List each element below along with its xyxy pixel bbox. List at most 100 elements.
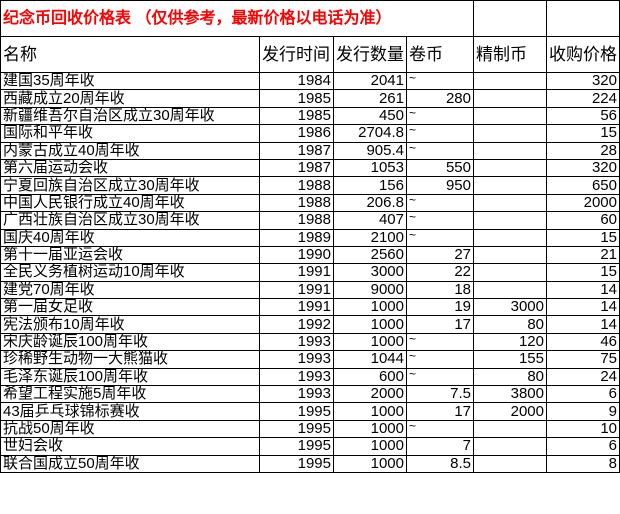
cell-name[interactable]: 第十一届亚运会收 [0,245,260,265]
header-name[interactable]: 名称 [0,36,260,73]
cell-proof-coin[interactable] [473,437,547,456]
cell-issue-quantity[interactable]: 3000 [333,263,407,282]
cell-proof-coin[interactable] [473,158,547,178]
header-roll-coin[interactable]: 卷币 [406,36,474,73]
cell-issue-quantity[interactable]: 156 [333,176,407,195]
cell-issue-year[interactable]: 1993 [259,367,334,387]
header-issue-year[interactable]: 发行时间 [259,36,334,73]
cell-proof-coin[interactable] [473,419,547,439]
cell-proof-coin[interactable]: 155 [473,350,547,369]
cell-roll-coin[interactable]: ~ [406,193,474,213]
cell-purchase-price[interactable]: 224 [546,89,620,108]
cell-proof-coin[interactable] [473,263,547,282]
cell-name[interactable]: 希望工程实施5周年收 [0,385,260,404]
cell-name[interactable]: 抗战50周年收 [0,419,260,439]
cell-roll-coin[interactable]: ~ [406,106,474,126]
cell-issue-quantity[interactable]: 2560 [333,245,407,265]
cell-name[interactable]: 宁夏回族自治区成立30周年收 [0,176,260,195]
cell-purchase-price[interactable]: 24 [546,367,620,387]
cell-roll-coin[interactable]: ~ [406,350,474,369]
cell-proof-coin[interactable] [473,176,547,195]
empty-cell[interactable] [546,0,620,37]
cell-name[interactable]: 宪法颁布10周年收 [0,315,260,334]
cell-roll-coin[interactable]: ~ [406,419,474,439]
cell-purchase-price[interactable]: 650 [546,176,620,195]
cell-issue-year[interactable]: 1985 [259,106,334,126]
cell-issue-quantity[interactable]: 2100 [333,228,407,247]
cell-issue-year[interactable]: 1993 [259,332,334,352]
cell-name[interactable]: 中国人民银行成立40周年收 [0,193,260,213]
cell-issue-quantity[interactable]: 1000 [333,332,407,352]
cell-roll-coin[interactable]: 280 [406,89,474,108]
cell-proof-coin[interactable] [473,211,547,230]
cell-proof-coin[interactable]: 3800 [473,385,547,404]
cell-name[interactable]: 第六届运动会收 [0,158,260,178]
cell-issue-year[interactable]: 1988 [259,176,334,195]
cell-proof-coin[interactable] [473,89,547,108]
cell-roll-coin[interactable]: 27 [406,245,474,265]
cell-proof-coin[interactable] [473,228,547,247]
cell-roll-coin[interactable]: ~ [406,124,474,143]
cell-issue-quantity[interactable]: 407 [333,211,407,230]
cell-purchase-price[interactable]: 15 [546,263,620,282]
cell-proof-coin[interactable]: 2000 [473,402,547,421]
cell-name[interactable]: 建党70周年收 [0,280,260,300]
cell-roll-coin[interactable]: 19 [406,298,474,317]
cell-purchase-price[interactable]: 46 [546,332,620,352]
cell-purchase-price[interactable]: 21 [546,245,620,265]
cell-issue-year[interactable]: 1985 [259,89,334,108]
cell-proof-coin[interactable] [473,280,547,300]
cell-roll-coin[interactable]: 7.5 [406,385,474,404]
cell-roll-coin[interactable]: ~ [406,71,474,91]
cell-purchase-price[interactable]: 2000 [546,193,620,213]
cell-issue-year[interactable]: 1991 [259,263,334,282]
cell-roll-coin[interactable]: 950 [406,176,474,195]
cell-name[interactable]: 世妇会收 [0,437,260,456]
cell-purchase-price[interactable]: 10 [546,419,620,439]
cell-purchase-price[interactable]: 6 [546,437,620,456]
cell-issue-year[interactable]: 1988 [259,211,334,230]
cell-proof-coin[interactable]: 120 [473,332,547,352]
cell-issue-year[interactable]: 1988 [259,193,334,213]
cell-name[interactable]: 建国35周年收 [0,71,260,91]
cell-roll-coin[interactable]: ~ [406,228,474,247]
cell-roll-coin[interactable]: ~ [406,367,474,387]
cell-name[interactable]: 毛泽东诞辰100周年收 [0,367,260,387]
cell-roll-coin[interactable]: 22 [406,263,474,282]
cell-name[interactable]: 内蒙古成立40周年收 [0,141,260,160]
empty-cell[interactable] [473,0,547,37]
cell-roll-coin[interactable]: 17 [406,315,474,334]
cell-issue-quantity[interactable]: 261 [333,89,407,108]
cell-purchase-price[interactable]: 75 [546,350,620,369]
header-issue-quantity[interactable]: 发行数量 [333,36,407,73]
cell-issue-quantity[interactable]: 1000 [333,298,407,317]
header-purchase-price[interactable]: 收购价格 [546,36,620,73]
cell-issue-year[interactable]: 1990 [259,245,334,265]
cell-issue-quantity[interactable]: 1053 [333,158,407,178]
cell-proof-coin[interactable] [473,141,547,160]
cell-purchase-price[interactable]: 14 [546,280,620,300]
cell-proof-coin[interactable] [473,124,547,143]
cell-purchase-price[interactable]: 15 [546,124,620,143]
cell-issue-quantity[interactable]: 2041 [333,71,407,91]
cell-issue-year[interactable]: 1991 [259,298,334,317]
cell-issue-quantity[interactable]: 1000 [333,419,407,439]
cell-issue-quantity[interactable]: 1000 [333,315,407,334]
cell-issue-quantity[interactable]: 1000 [333,454,407,473]
cell-purchase-price[interactable]: 56 [546,106,620,126]
cell-purchase-price[interactable]: 6 [546,385,620,404]
cell-issue-year[interactable]: 1995 [259,437,334,456]
cell-issue-year[interactable]: 1987 [259,141,334,160]
cell-purchase-price[interactable]: 14 [546,315,620,334]
cell-purchase-price[interactable]: 14 [546,298,620,317]
cell-issue-year[interactable]: 1984 [259,71,334,91]
cell-roll-coin[interactable]: 17 [406,402,474,421]
cell-roll-coin[interactable]: 550 [406,158,474,178]
cell-name[interactable]: 西藏成立20周年收 [0,89,260,108]
cell-issue-year[interactable]: 1989 [259,228,334,247]
cell-purchase-price[interactable]: 320 [546,158,620,178]
cell-issue-year[interactable]: 1995 [259,419,334,439]
cell-name[interactable]: 全民义务植树运动10周年收 [0,263,260,282]
table-title[interactable]: 纪念币回收价格表 （仅供参考，最新价格以电话为准） [0,0,474,37]
cell-name[interactable]: 国际和平年收 [0,124,260,143]
